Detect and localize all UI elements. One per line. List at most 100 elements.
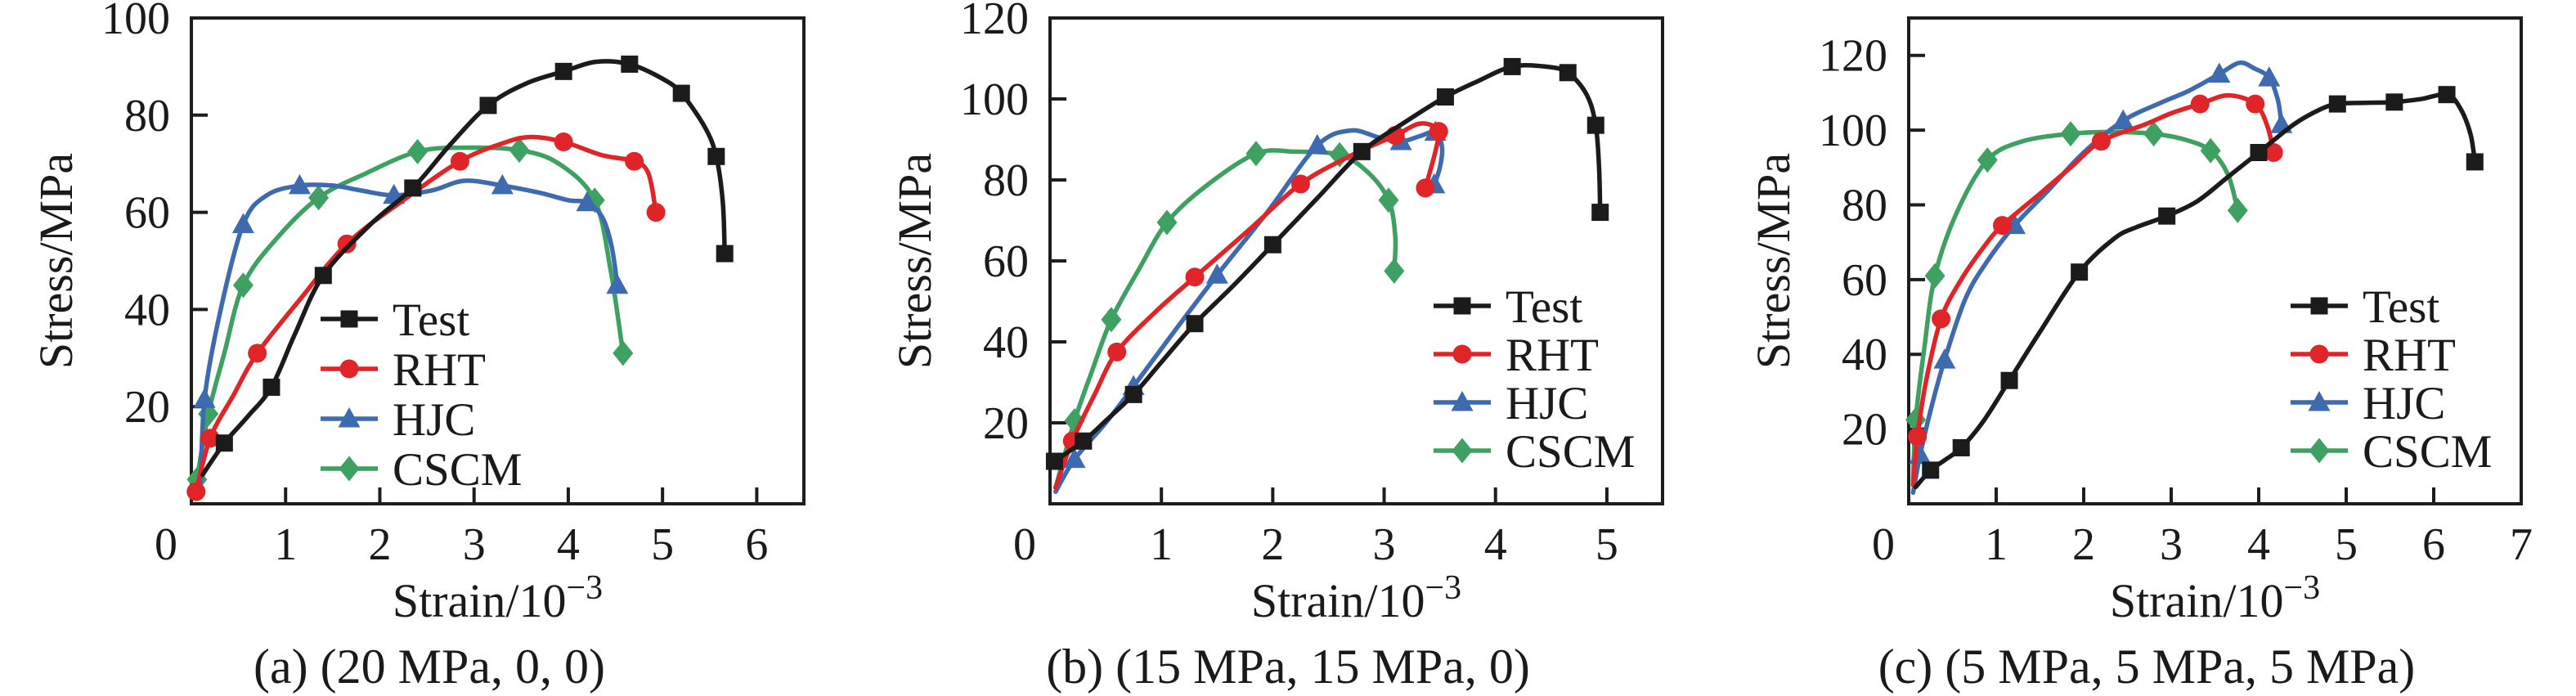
series-line-rht	[1910, 92, 2276, 487]
square-marker	[1075, 432, 1093, 450]
diamond-marker	[613, 340, 634, 366]
legend-item-rht: RHT	[2291, 330, 2456, 381]
triangle-marker	[231, 213, 254, 233]
circle-marker	[1290, 174, 1310, 194]
y-axis: 20 40 60 80 100 120	[1819, 31, 1925, 456]
square-marker	[2328, 95, 2346, 113]
legend-label: HJC	[2363, 378, 2445, 429]
legend-triangle-marker	[1451, 391, 1474, 411]
square-marker	[672, 84, 690, 102]
legend-label: RHT	[393, 344, 486, 396]
series-test	[200, 55, 734, 478]
x-tick-label: 2	[368, 519, 391, 570]
series-test	[1045, 57, 1609, 470]
triangle-marker	[1306, 133, 1329, 155]
circle-marker	[186, 482, 206, 501]
triangle-marker	[289, 173, 311, 195]
square-marker	[2466, 153, 2484, 171]
diamond-marker	[1924, 263, 1945, 289]
x-tick-label: 6	[2422, 519, 2445, 570]
legend-item-test: Test	[2291, 281, 2439, 333]
square-marker	[1922, 461, 1940, 479]
plot-border	[1907, 16, 2523, 505]
series-line-cscm	[1053, 148, 1398, 490]
square-marker	[1436, 88, 1454, 106]
y-tick-label: 20	[1842, 405, 1887, 456]
legend-label: Test	[393, 294, 469, 346]
circle-marker	[1908, 427, 1928, 447]
x-axis-label: Strain/10−3	[393, 569, 603, 627]
square-marker	[1559, 64, 1577, 82]
legend-item-hjc: HJC	[1434, 378, 1588, 429]
square-marker	[2385, 93, 2403, 111]
y-tick-label: 80	[124, 91, 170, 141]
circle-marker	[1932, 309, 1951, 329]
x-tick-label: 0	[1013, 519, 1036, 570]
plot-border	[190, 16, 806, 505]
series-rht	[186, 132, 666, 501]
triangle-marker	[491, 173, 514, 195]
triangle-marker	[1063, 447, 1086, 469]
square-marker	[1045, 452, 1063, 470]
diamond-marker	[2143, 121, 2165, 147]
square-marker	[404, 179, 422, 197]
x-tick-label: 5	[1595, 519, 1618, 570]
panel-background	[0, 0, 859, 696]
x-tick-label: 1	[1150, 519, 1173, 570]
x-axis-label: Strain/10−3	[2110, 569, 2320, 627]
x-axis: 0 1 2 3 4 5 6	[155, 487, 768, 570]
square-marker	[2071, 263, 2089, 281]
legend-item-hjc: HJC	[321, 394, 475, 446]
chart-panel-b: 0 1 2 3 4 5 20 40 60 80 100 120 Strain/10−3 Stress/MP…	[859, 0, 1717, 696]
x-axis-label: Strain/10−3	[1251, 569, 1461, 627]
y-tick-label: 120	[960, 0, 1029, 44]
legend-label: Test	[2363, 281, 2439, 333]
legend-label: CSCM	[1506, 426, 1635, 478]
y-tick-label: 80	[1842, 180, 1887, 231]
diamond-marker	[407, 138, 429, 164]
y-tick-label: 40	[124, 285, 170, 335]
y-tick-label: 100	[1819, 106, 1887, 156]
diamond-marker	[1245, 141, 1267, 167]
caption: (b) (15 MPa, 15 MPa, 0)	[1046, 640, 1530, 694]
diamond-marker	[2060, 121, 2081, 147]
axes	[190, 16, 806, 505]
diamond-marker	[1156, 209, 1178, 236]
x-axis: 0 1 2 3 4 5	[1013, 487, 1618, 570]
y-tick-label: 80	[983, 155, 1029, 206]
legend-diamond-marker	[2309, 438, 2330, 464]
square-marker	[479, 97, 497, 115]
circle-marker	[554, 132, 573, 151]
legend-label: CSCM	[2363, 426, 2492, 478]
x-tick-label: 0	[155, 519, 177, 570]
series-cscm	[1905, 121, 2248, 484]
x-tick-label: 6	[745, 519, 768, 570]
square-marker	[215, 434, 233, 452]
y-axis-label: Stress/MPa	[29, 153, 83, 369]
panel-background	[1717, 0, 2576, 696]
square-marker	[1591, 204, 1609, 222]
square-marker	[1124, 385, 1142, 403]
circle-marker	[2190, 94, 2210, 114]
diamond-marker	[2200, 137, 2221, 164]
legend-diamond-marker	[339, 456, 360, 482]
diamond-marker	[308, 185, 330, 211]
square-marker	[1503, 57, 1521, 75]
triangle-marker	[2112, 109, 2134, 130]
triangle-marker	[606, 273, 629, 294]
circle-marker	[450, 151, 469, 171]
y-tick-label: 40	[983, 317, 1029, 368]
legend-label: HJC	[1506, 378, 1588, 429]
square-marker	[1186, 315, 1204, 333]
legend-label: RHT	[2363, 330, 2456, 381]
triangle-marker	[1205, 263, 1228, 284]
square-marker	[2158, 207, 2176, 225]
diamond-marker	[1378, 187, 1399, 213]
circle-marker	[248, 344, 267, 363]
legend-item-rht: RHT	[321, 344, 486, 396]
circle-marker	[200, 429, 220, 448]
circle-marker	[646, 203, 666, 222]
circle-marker	[2264, 142, 2283, 162]
